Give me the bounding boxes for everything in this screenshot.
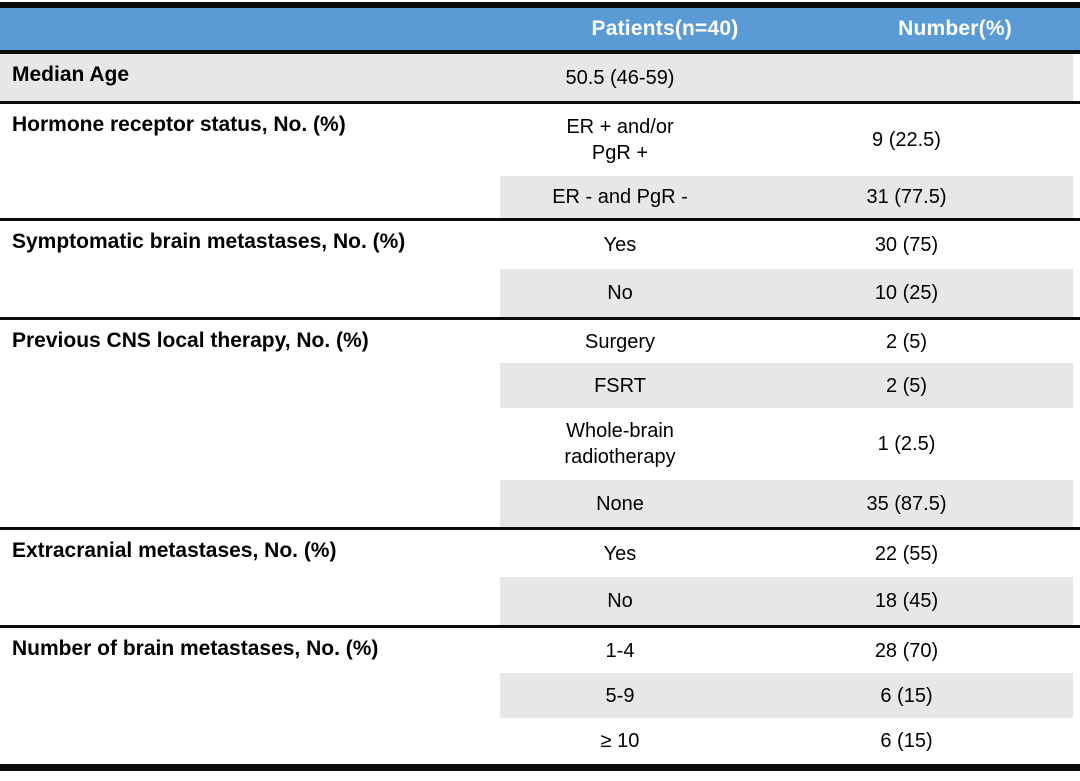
value-symptomatic-no: No [500, 269, 740, 317]
number-none: 35 (87.5) [740, 480, 1073, 527]
label-extracranial-metastases: Extracranial metastases, No. (%) [12, 539, 337, 562]
number-mets-1-4: 28 (70) [874, 639, 939, 662]
section-previous-cns-therapy: Previous CNS local therapy, No. (%) Surg… [0, 317, 1080, 527]
value-fsrt: FSRT [500, 363, 740, 408]
number-er-positive: 9 (22.5) [872, 129, 941, 151]
value-er-positive: ER + and/or PgR + [566, 116, 674, 164]
number-er-negative: 31 (77.5) [740, 176, 1073, 218]
section-number-brain-metastases: Number of brain metastases, No. (%) 1-4 … [0, 625, 1080, 771]
value-er-negative: ER - and PgR - [500, 176, 740, 218]
value-mets-5-9: 5-9 [500, 673, 740, 718]
number-mets-5-9: 6 (15) [740, 673, 1073, 718]
label-symptomatic-brain-metastases: Symptomatic brain metastases, No. (%) [12, 230, 406, 253]
number-whole-brain-radiotherapy: 1 (2.5) [877, 433, 936, 455]
number-symptomatic-yes: 30 (75) [874, 234, 939, 256]
number-fsrt: 2 (5) [740, 363, 1073, 408]
label-number-brain-metastases: Number of brain metastases, No. (%) [12, 637, 379, 660]
number-mets-gte-10: 6 (15) [880, 730, 933, 752]
value-none: None [500, 480, 740, 527]
value-whole-brain-radiotherapy: Whole-brain radiotherapy [564, 420, 676, 468]
value-surgery: Surgery [584, 330, 656, 353]
section-hormone-receptor-status: Hormone receptor status, No. (%) ER + an… [0, 101, 1080, 218]
label-previous-cns-therapy: Previous CNS local therapy, No. (%) [12, 329, 369, 352]
number-extracranial-yes: 22 (55) [874, 542, 939, 565]
column-header-number: Number(%) [898, 17, 1012, 40]
section-symptomatic-brain-metastases: Symptomatic brain metastases, No. (%) Ye… [0, 218, 1080, 317]
value-symptomatic-yes: Yes [603, 234, 637, 256]
top-margin [0, 0, 1080, 2]
number-median-age [740, 54, 1073, 101]
number-extracranial-no: 18 (45) [740, 577, 1073, 625]
column-header-patients: Patients(n=40) [591, 17, 739, 40]
value-extracranial-yes: Yes [603, 542, 637, 565]
section-median-age: Median Age 50.5 (46-59) [0, 54, 1080, 101]
column-header-empty [0, 8, 500, 50]
value-mets-1-4: 1-4 [605, 639, 635, 662]
label-hormone-receptor-status: Hormone receptor status, No. (%) [12, 113, 346, 136]
value-median-age: 50.5 (46-59) [500, 54, 740, 101]
number-symptomatic-no: 10 (25) [740, 269, 1073, 317]
value-extracranial-no: No [500, 577, 740, 625]
section-extracranial-metastases: Extracranial metastases, No. (%) Yes 22 … [0, 527, 1080, 625]
number-surgery: 2 (5) [885, 330, 928, 353]
top-border-bar [0, 2, 1080, 8]
value-mets-gte-10: ≥ 10 [600, 730, 640, 752]
label-median-age: Median Age [0, 54, 500, 101]
table-header-row: Patients(n=40) Number(%) [0, 8, 1080, 54]
